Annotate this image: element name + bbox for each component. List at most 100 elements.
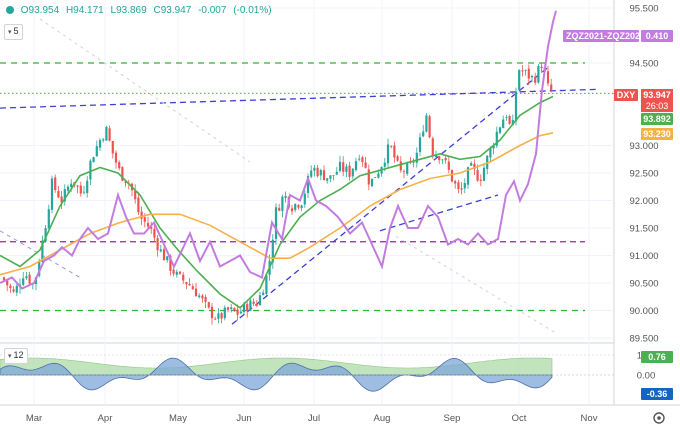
candle-up xyxy=(47,204,50,233)
candle-up xyxy=(406,161,409,176)
candle-body xyxy=(284,196,287,198)
y-tick-label: 93.000 xyxy=(629,141,658,152)
ma-orange-label: 93.230 xyxy=(641,128,673,140)
candle-down xyxy=(6,279,9,292)
x-tick-label: Jul xyxy=(308,413,320,424)
candle-body xyxy=(463,183,466,189)
faint-trendline-bottom xyxy=(395,235,556,333)
symbol-label: DXY xyxy=(614,89,638,101)
candle-down xyxy=(527,64,530,86)
candle-body xyxy=(95,146,98,157)
candle-body xyxy=(153,228,156,238)
candle-up xyxy=(495,126,498,148)
candle-down xyxy=(396,154,399,162)
candle-down xyxy=(364,156,367,169)
candle-up xyxy=(262,289,265,296)
candle-down xyxy=(60,190,63,210)
candle-down xyxy=(118,160,121,171)
candle-body xyxy=(361,157,364,163)
candle-down xyxy=(367,164,370,191)
candle-body xyxy=(258,295,262,306)
candle-down xyxy=(460,182,463,195)
x-tick-label: Jun xyxy=(236,413,251,424)
osc-length-chip[interactable]: ▾ 12 xyxy=(4,348,28,364)
candle-up xyxy=(98,138,102,151)
candle-body xyxy=(89,160,92,180)
y-tick-label: 95.500 xyxy=(629,4,658,15)
candle-body xyxy=(370,178,374,187)
candle-body xyxy=(63,189,66,202)
settings-gear-icon[interactable] xyxy=(653,412,665,424)
candle-body xyxy=(534,76,537,83)
y-tick-label: 90.000 xyxy=(629,306,658,317)
candle-body xyxy=(428,116,431,138)
ma-green-label-bg xyxy=(641,113,673,125)
candle-body xyxy=(249,300,252,311)
candle-down xyxy=(124,181,127,187)
x-tick-label: Mar xyxy=(26,413,42,424)
candle-up xyxy=(102,137,105,143)
horizontal-levels xyxy=(0,62,614,312)
candle-up xyxy=(159,244,162,253)
candle-up xyxy=(223,305,226,321)
low-value: L93.869 xyxy=(110,5,147,16)
candle-body xyxy=(230,307,233,310)
candle-down xyxy=(428,114,431,139)
candle-up xyxy=(258,291,262,306)
candle-body xyxy=(540,66,543,69)
candle-body xyxy=(508,116,511,124)
ma-length-chip[interactable]: ▾ 5 xyxy=(4,24,23,40)
spread-name-label-bg xyxy=(563,30,639,42)
candle-body xyxy=(198,295,201,298)
candle-down xyxy=(226,306,230,313)
candle-body xyxy=(233,307,236,311)
candle-up xyxy=(425,112,428,133)
candle-body xyxy=(175,271,178,275)
candle-up xyxy=(82,185,86,195)
y-tick-label: 89.500 xyxy=(629,334,658,345)
candle-up xyxy=(412,158,415,168)
candle-body xyxy=(322,170,326,181)
candle-up xyxy=(265,274,268,296)
candle-body xyxy=(306,175,310,193)
candle-up xyxy=(537,64,540,84)
candle-down xyxy=(182,272,185,284)
candle-down xyxy=(121,166,124,182)
candle-down xyxy=(114,150,118,169)
candle-body xyxy=(82,191,86,193)
candle-body xyxy=(431,138,434,156)
candle-body xyxy=(108,128,111,141)
candle-down xyxy=(252,298,255,306)
candle-body xyxy=(182,274,185,281)
candle-up xyxy=(354,157,358,172)
y-tick-label: 92.000 xyxy=(629,196,658,207)
candle-down xyxy=(156,235,159,257)
candle-down xyxy=(402,169,406,179)
candle-body xyxy=(550,84,553,91)
candle-body xyxy=(28,274,31,284)
candle-body xyxy=(489,147,492,158)
change-value: -0.007 xyxy=(198,5,227,16)
candle-down xyxy=(201,294,204,303)
main-pane xyxy=(0,0,614,342)
candle-body xyxy=(178,271,182,274)
candle-body xyxy=(124,181,127,183)
candle-body xyxy=(524,70,527,71)
x-tick-label: Oct xyxy=(512,413,527,424)
candle-body xyxy=(162,249,166,261)
candle-body xyxy=(332,175,335,176)
candle-down xyxy=(214,316,217,321)
candle-body xyxy=(217,313,220,319)
x-tick-label: Apr xyxy=(98,413,113,424)
candle-up xyxy=(329,175,332,183)
candle-body xyxy=(476,169,479,181)
candle-up xyxy=(66,184,70,194)
candle-down xyxy=(188,278,191,286)
ma-green-line xyxy=(0,95,554,309)
candle-body xyxy=(207,302,210,308)
candle-down xyxy=(342,156,345,177)
candle-body xyxy=(537,66,540,83)
last-price-value: 93.947 xyxy=(643,90,671,100)
candle-down xyxy=(185,281,188,290)
candle-down xyxy=(137,191,140,215)
